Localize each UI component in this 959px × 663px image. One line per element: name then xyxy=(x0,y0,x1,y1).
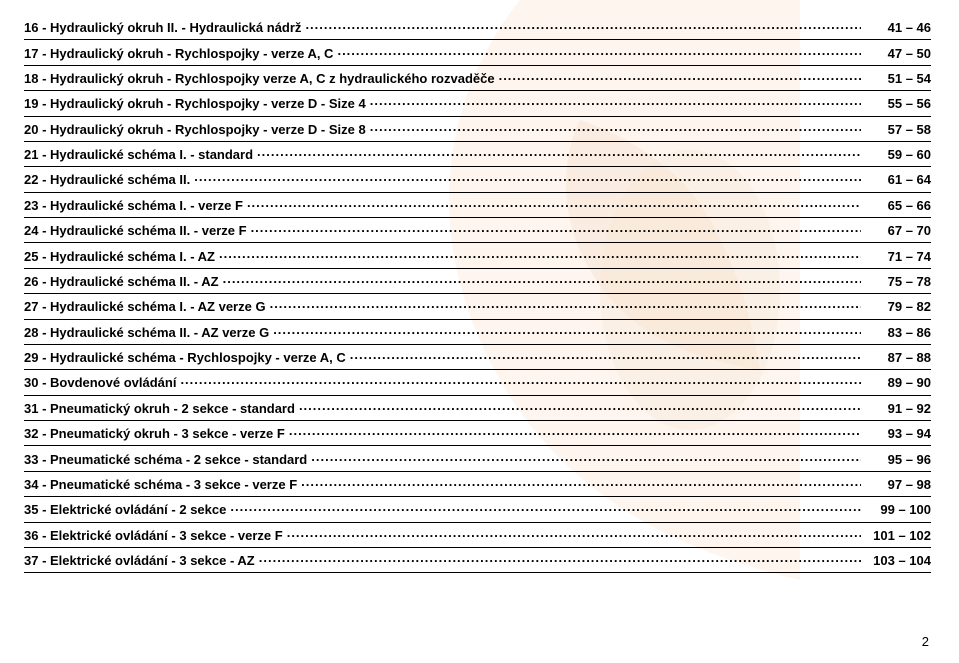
leader-dots xyxy=(251,222,861,235)
toc-row: 37 - Elektrické ovládání - 3 sekce - AZ 1… xyxy=(24,548,931,573)
toc-row: 16 - Hydraulický okruh II. - Hydraulická… xyxy=(24,15,931,40)
toc-label: 18 - Hydraulický okruh - Rychlospojky ve… xyxy=(24,71,495,86)
leader-dots xyxy=(370,121,861,134)
toc-label: 28 - Hydraulické schéma II. - AZ verze G xyxy=(24,325,269,340)
toc-pages: 55 – 56 xyxy=(865,96,931,111)
toc-label: 27 - Hydraulické schéma I. - AZ verze G xyxy=(24,299,266,314)
toc-label: 37 - Elektrické ovládání - 3 sekce - AZ xyxy=(24,553,255,568)
toc-pages: 93 – 94 xyxy=(865,426,931,441)
toc-pages: 97 – 98 xyxy=(865,477,931,492)
leader-dots xyxy=(273,324,861,337)
leader-dots xyxy=(337,45,861,58)
toc-row: 35 - Elektrické ovládání - 2 sekce 99 – 1… xyxy=(24,497,931,522)
toc-label: 32 - Pneumatický okruh - 3 sekce - verze… xyxy=(24,426,285,441)
leader-dots xyxy=(299,400,861,413)
page-number: 2 xyxy=(922,634,929,649)
leader-dots xyxy=(194,171,861,184)
toc-row: 30 - Bovdenové ovládání 89 – 90 xyxy=(24,370,931,395)
toc-label: 29 - Hydraulické schéma - Rychlospojky -… xyxy=(24,350,346,365)
leader-dots xyxy=(311,451,861,464)
toc-label: 22 - Hydraulické schéma II. xyxy=(24,172,190,187)
toc-row: 17 - Hydraulický okruh - Rychlospojky - … xyxy=(24,40,931,65)
toc-pages: 51 – 54 xyxy=(865,71,931,86)
toc-label: 17 - Hydraulický okruh - Rychlospojky - … xyxy=(24,46,333,61)
toc-row: 31 - Pneumatický okruh - 2 sekce - stand… xyxy=(24,396,931,421)
toc-row: 21 - Hydraulické schéma I. - standard 59 … xyxy=(24,142,931,167)
toc-row: 29 - Hydraulické schéma - Rychlospojky -… xyxy=(24,345,931,370)
toc-row: 20 - Hydraulický okruh - Rychlospojky - … xyxy=(24,117,931,142)
toc-pages: 91 – 92 xyxy=(865,401,931,416)
toc-label: 30 - Bovdenové ovládání xyxy=(24,375,176,390)
toc-pages: 99 – 100 xyxy=(865,502,931,517)
toc-row: 19 - Hydraulický okruh - Rychlospojky - … xyxy=(24,91,931,116)
leader-dots xyxy=(230,501,861,514)
leader-dots xyxy=(180,374,861,387)
leader-dots xyxy=(370,95,861,108)
toc-row: 32 - Pneumatický okruh - 3 sekce - verze… xyxy=(24,421,931,446)
toc-row: 28 - Hydraulické schéma II. - AZ verze G… xyxy=(24,320,931,345)
leader-dots xyxy=(259,552,861,565)
toc-label: 25 - Hydraulické schéma I. - AZ xyxy=(24,249,215,264)
toc-row: 25 - Hydraulické schéma I. - AZ 71 – 74 xyxy=(24,243,931,268)
toc-row: 36 - Elektrické ovládání - 3 sekce - ver… xyxy=(24,523,931,548)
toc-row: 26 - Hydraulické schéma II. - AZ 75 – 78 xyxy=(24,269,931,294)
toc-label: 26 - Hydraulické schéma II. - AZ xyxy=(24,274,219,289)
toc-pages: 67 – 70 xyxy=(865,223,931,238)
toc-label: 35 - Elektrické ovládání - 2 sekce xyxy=(24,502,226,517)
toc-pages: 89 – 90 xyxy=(865,375,931,390)
toc-pages: 101 – 102 xyxy=(865,528,931,543)
leader-dots xyxy=(289,425,861,438)
leader-dots xyxy=(499,70,861,83)
toc-label: 24 - Hydraulické schéma II. - verze F xyxy=(24,223,247,238)
toc-pages: 83 – 86 xyxy=(865,325,931,340)
leader-dots xyxy=(257,146,861,159)
toc-pages: 57 – 58 xyxy=(865,122,931,137)
toc-pages: 87 – 88 xyxy=(865,350,931,365)
toc-label: 19 - Hydraulický okruh - Rychlospojky - … xyxy=(24,96,366,111)
leader-dots xyxy=(219,248,861,261)
toc-container: 16 - Hydraulický okruh II. - Hydraulická… xyxy=(24,15,931,573)
toc-label: 36 - Elektrické ovládání - 3 sekce - ver… xyxy=(24,528,283,543)
leader-dots xyxy=(301,476,861,489)
toc-row: 27 - Hydraulické schéma I. - AZ verze G 7… xyxy=(24,294,931,319)
toc-row: 18 - Hydraulický okruh - Rychlospojky ve… xyxy=(24,66,931,91)
toc-label: 20 - Hydraulický okruh - Rychlospojky - … xyxy=(24,122,366,137)
toc-pages: 41 – 46 xyxy=(865,20,931,35)
toc-pages: 103 – 104 xyxy=(865,553,931,568)
toc-label: 33 - Pneumatické schéma - 2 sekce - stan… xyxy=(24,452,307,467)
leader-dots xyxy=(305,19,861,32)
toc-pages: 71 – 74 xyxy=(865,249,931,264)
leader-dots xyxy=(287,527,861,540)
leader-dots xyxy=(223,273,861,286)
toc-pages: 65 – 66 xyxy=(865,198,931,213)
toc-pages: 79 – 82 xyxy=(865,299,931,314)
toc-row: 23 - Hydraulické schéma I. - verze F 65 –… xyxy=(24,193,931,218)
leader-dots xyxy=(247,197,861,210)
leader-dots xyxy=(270,298,861,311)
toc-label: 23 - Hydraulické schéma I. - verze F xyxy=(24,198,243,213)
toc-label: 34 - Pneumatické schéma - 3 sekce - verz… xyxy=(24,477,297,492)
toc-pages: 61 – 64 xyxy=(865,172,931,187)
toc-row: 22 - Hydraulické schéma II. 61 – 64 xyxy=(24,167,931,192)
toc-label: 31 - Pneumatický okruh - 2 sekce - stand… xyxy=(24,401,295,416)
toc-pages: 59 – 60 xyxy=(865,147,931,162)
toc-label: 21 - Hydraulické schéma I. - standard xyxy=(24,147,253,162)
toc-row: 34 - Pneumatické schéma - 3 sekce - verz… xyxy=(24,472,931,497)
toc-row: 24 - Hydraulické schéma II. - verze F 67 … xyxy=(24,218,931,243)
toc-pages: 95 – 96 xyxy=(865,452,931,467)
toc-pages: 75 – 78 xyxy=(865,274,931,289)
toc-pages: 47 – 50 xyxy=(865,46,931,61)
toc-label: 16 - Hydraulický okruh II. - Hydraulická… xyxy=(24,20,301,35)
toc-row: 33 - Pneumatické schéma - 2 sekce - stan… xyxy=(24,446,931,471)
leader-dots xyxy=(350,349,861,362)
